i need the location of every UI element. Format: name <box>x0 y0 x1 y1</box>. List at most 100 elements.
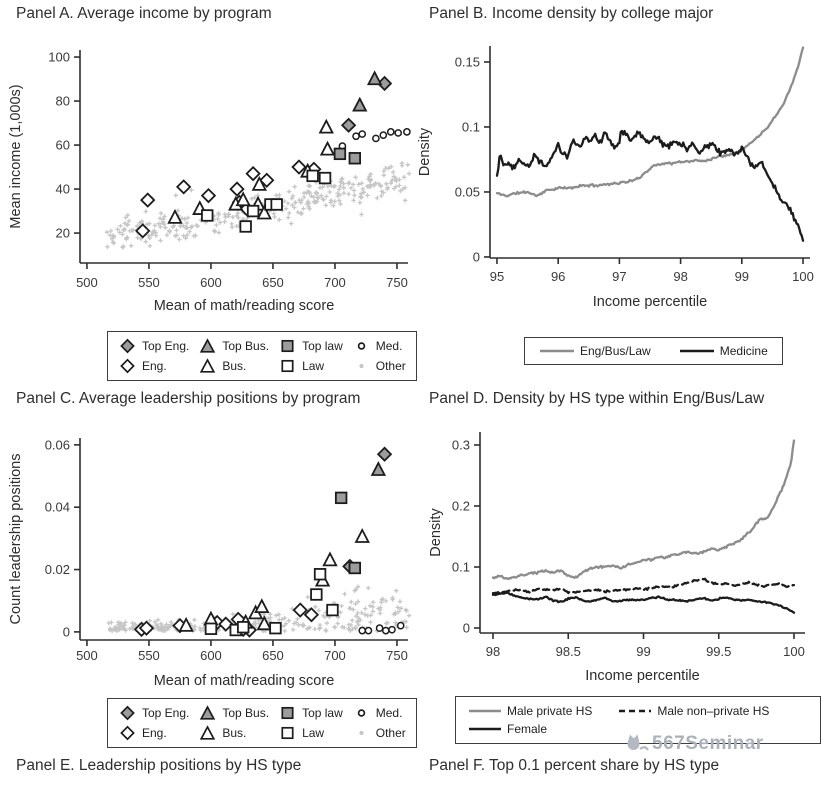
panel-c-leadership-scatter-chart: 500 550 600 650 700 750 0 0.02 0.04 0.06 Mean of m… <box>8 437 412 689</box>
svg-text:Mean of math/reading score: Mean of math/reading score <box>154 673 335 689</box>
top-eng-filled-diamond-icon <box>120 338 135 354</box>
gray-line-sample-icon <box>469 709 501 713</box>
panel-b-title: Panel B. Income density by college major <box>429 5 714 22</box>
panel-a-legend: Top Eng. Top Bus. Top law Med. Eng. Bus.… <box>107 331 417 381</box>
legend-label: Top Bus. <box>222 706 270 720</box>
gray-line-sample-icon <box>540 349 574 353</box>
legend-item-eng-bus-law: Eng/Bus/Law <box>539 344 651 358</box>
black-line-sample-icon <box>469 727 501 731</box>
svg-text:0.15: 0.15 <box>455 54 480 69</box>
legend-label: Eng/Bus/Law <box>580 344 651 358</box>
svg-text:98.5: 98.5 <box>556 644 581 659</box>
svg-text:700: 700 <box>324 648 346 663</box>
legend-item-eng: Eng. <box>118 725 189 741</box>
legend-item-male-non-private-hs: Male non–private HS <box>618 704 769 718</box>
black-dashed-line-sample-icon <box>619 709 652 713</box>
svg-text:550: 550 <box>138 648 160 663</box>
svg-text:100: 100 <box>783 644 805 659</box>
legend-label: Top Bus. <box>222 339 270 353</box>
svg-text:60: 60 <box>56 138 70 153</box>
legend-label: Law <box>302 359 325 373</box>
svg-text:500: 500 <box>76 275 98 290</box>
law-open-square-icon <box>281 726 294 740</box>
svg-text:100: 100 <box>48 50 70 65</box>
legend-item-eng: Eng. <box>118 358 189 374</box>
watermark: 567Seminar <box>624 733 764 755</box>
legend-item-other: Other <box>352 725 406 741</box>
legend-label: Other <box>375 726 406 740</box>
svg-text:95: 95 <box>490 269 504 284</box>
panel-c-title: Panel C. Average leadership positions by… <box>16 390 361 407</box>
med-circle-icon <box>357 342 366 350</box>
legend-label: Top law <box>302 706 343 720</box>
legend-label: Top Eng. <box>142 706 190 720</box>
svg-text:0.02: 0.02 <box>45 562 70 577</box>
legend-item-law: Law <box>278 358 343 374</box>
black-line-sample-icon <box>679 349 714 353</box>
panel-b-income-density-chart: 95 96 97 98 99 100 0 0.05 0.1 0.15 Income percenti… <box>417 46 814 310</box>
eng-open-diamond-icon <box>120 358 135 374</box>
legend-label: Eng. <box>142 359 167 373</box>
svg-text:Mean of math/reading score: Mean of math/reading score <box>154 298 335 314</box>
svg-text:0.06: 0.06 <box>45 437 70 452</box>
legend-label: Law <box>302 726 325 740</box>
svg-text:0: 0 <box>463 620 470 635</box>
legend-item-bus: Bus. <box>198 725 269 741</box>
legend-label: Female <box>507 722 548 736</box>
legend-item-med: Med. <box>352 705 406 721</box>
svg-text:0.1: 0.1 <box>462 119 480 134</box>
legend-label: Top Eng. <box>142 339 190 353</box>
svg-text:100: 100 <box>792 269 814 284</box>
watermark-text: 567Seminar <box>652 733 764 754</box>
svg-text:0.2: 0.2 <box>452 498 470 513</box>
svg-text:650: 650 <box>262 648 284 663</box>
legend-item-female: Female <box>468 722 547 736</box>
legend-item-top-law: Top law <box>278 705 343 721</box>
top-bus-filled-triangle-icon <box>200 705 216 720</box>
legend-label: Medicine <box>719 344 768 358</box>
bus-open-triangle-icon <box>200 358 216 373</box>
legend-item-other: Other <box>352 358 406 374</box>
bus-open-triangle-icon <box>200 725 216 740</box>
svg-text:0.3: 0.3 <box>452 437 470 452</box>
svg-text:750: 750 <box>386 648 408 663</box>
top-law-filled-square-icon <box>281 339 294 353</box>
svg-text:40: 40 <box>56 182 70 197</box>
legend-label: Top law <box>302 339 343 353</box>
svg-text:Mean income (1,000s): Mean income (1,000s) <box>8 84 24 228</box>
top-law-filled-square-icon <box>281 706 294 720</box>
law-open-square-icon <box>281 359 294 373</box>
panel-d-title: Panel D. Density by HS type within Eng/B… <box>429 390 765 407</box>
other-dot-icon <box>359 730 364 736</box>
legend-item-top-eng: Top Eng. <box>118 338 189 354</box>
panel-e-title: Panel E. Leadership positions by HS type <box>16 757 302 774</box>
svg-text:Count leadership positions: Count leadership positions <box>8 454 24 625</box>
svg-text:0: 0 <box>63 624 70 639</box>
legend-item-top-bus: Top Bus. <box>198 338 269 354</box>
svg-text:98: 98 <box>486 644 500 659</box>
svg-text:97: 97 <box>612 269 626 284</box>
svg-text:0.1: 0.1 <box>452 559 470 574</box>
legend-item-med: Med. <box>352 338 406 354</box>
svg-text:99.5: 99.5 <box>706 644 731 659</box>
panel-f-title: Panel F. Top 0.1 percent share by HS typ… <box>429 757 720 774</box>
svg-text:96: 96 <box>551 269 565 284</box>
svg-text:600: 600 <box>200 648 222 663</box>
legend-item-top-law: Top law <box>278 338 343 354</box>
other-dot-icon <box>359 363 364 369</box>
eng-open-diamond-icon <box>120 725 135 741</box>
svg-text:600: 600 <box>200 275 222 290</box>
svg-text:Density: Density <box>428 508 444 557</box>
panel-a-income-scatter-chart: 500 550 600 650 700 750 20 40 60 80 100 Mean of mat… <box>8 50 412 314</box>
top-bus-filled-triangle-icon <box>200 338 216 353</box>
panel-d-hs-density-chart: 98 98.5 99 99.5 100 0 0.1 0.2 0.3 Income percenti… <box>428 432 805 684</box>
panel-b-legend: Eng/Bus/Law Medicine <box>524 337 783 365</box>
svg-text:700: 700 <box>324 275 346 290</box>
svg-text:98: 98 <box>673 269 687 284</box>
svg-text:Density: Density <box>417 127 433 176</box>
svg-text:99: 99 <box>636 644 650 659</box>
svg-text:750: 750 <box>386 275 408 290</box>
svg-text:0.04: 0.04 <box>45 500 70 515</box>
legend-item-law: Law <box>278 725 343 741</box>
svg-text:550: 550 <box>138 275 160 290</box>
